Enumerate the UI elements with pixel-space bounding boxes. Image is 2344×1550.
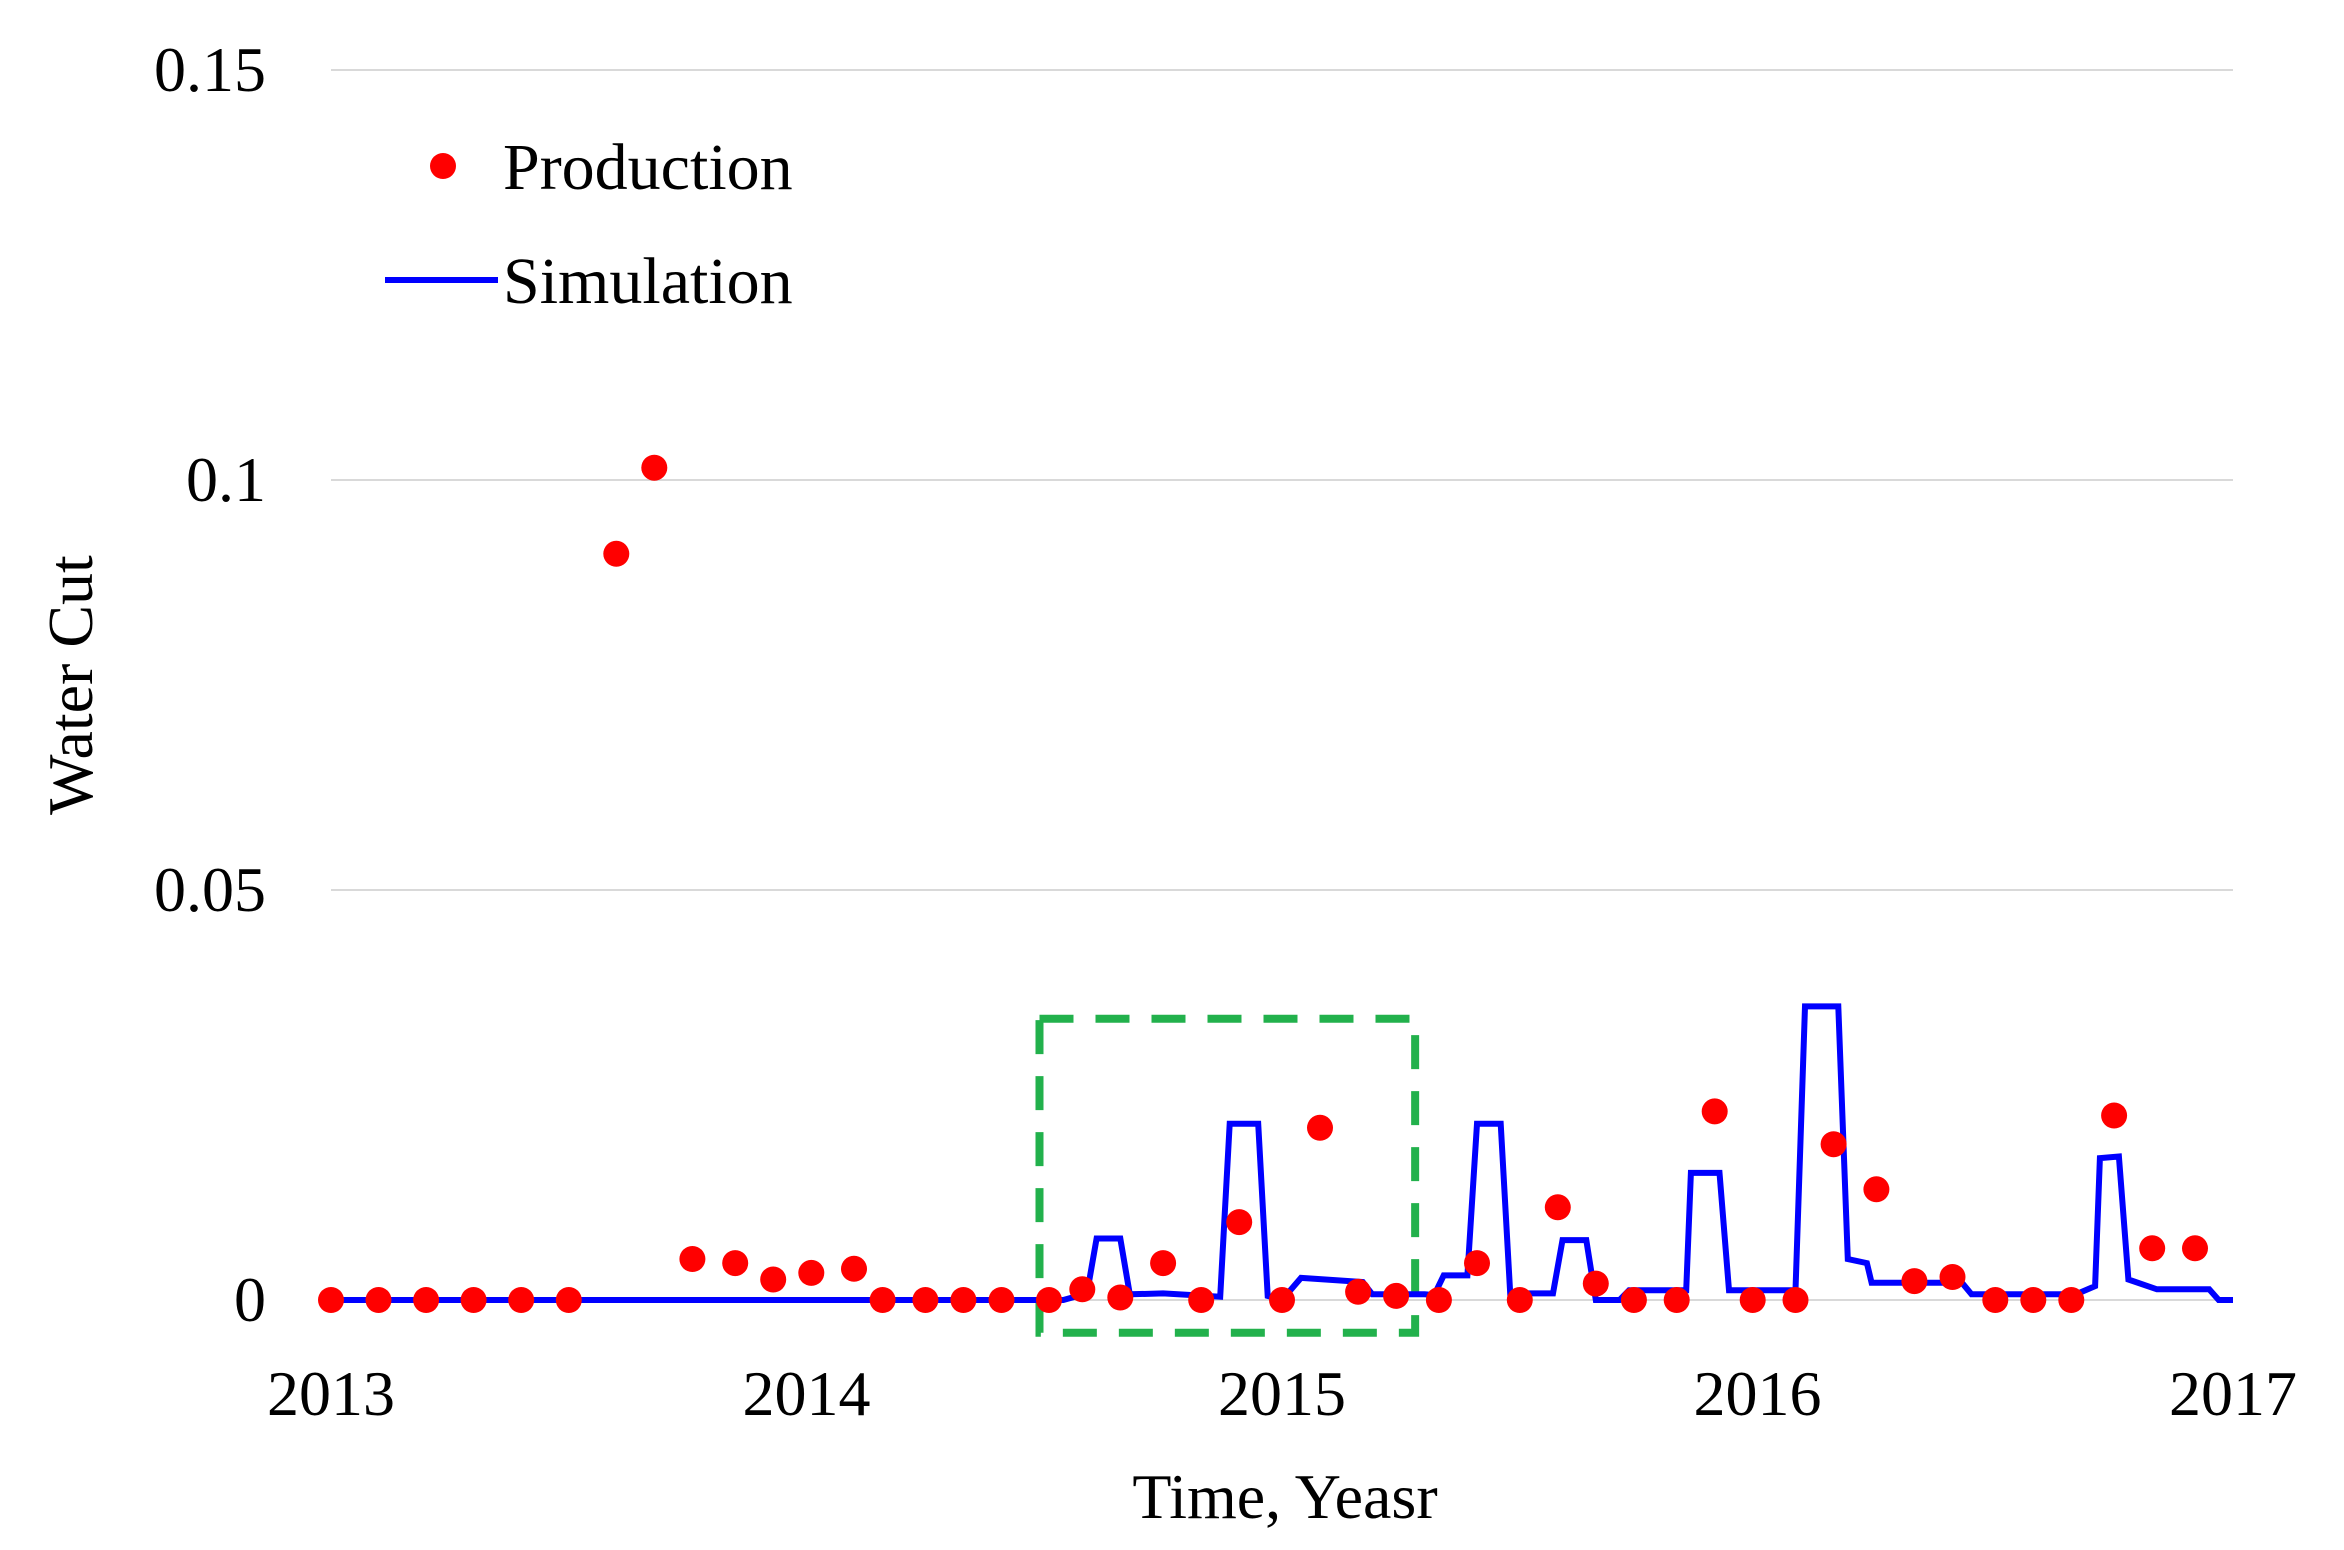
production-point — [318, 1287, 344, 1313]
production-point — [1269, 1287, 1295, 1313]
y-tick-label: 0.1 — [186, 444, 266, 515]
simulation-line — [331, 1003, 2233, 1304]
production-point — [413, 1287, 440, 1313]
production-point — [1425, 1287, 1452, 1313]
production-point — [2101, 1102, 2128, 1129]
y-axis-ticks: 0 0.05 0.1 0.15 — [154, 34, 266, 1335]
production-point — [1863, 1176, 1890, 1203]
production-point — [1782, 1287, 1809, 1313]
production-point — [1939, 1264, 1966, 1290]
production-point — [1069, 1276, 1096, 1303]
production-point — [1226, 1209, 1253, 1236]
production-point — [1036, 1287, 1062, 1313]
x-tick-label: 2016 — [1694, 1358, 1822, 1429]
production-point — [950, 1287, 977, 1313]
production-point — [1982, 1287, 2009, 1313]
production-point — [2058, 1287, 2085, 1313]
production-point — [869, 1287, 896, 1313]
production-point — [641, 454, 668, 481]
production-point — [1701, 1098, 1728, 1125]
production-point — [1345, 1278, 1372, 1305]
x-tick-label: 2013 — [267, 1358, 395, 1429]
y-tick-label: 0 — [234, 1264, 266, 1335]
x-tick-label: 2017 — [2169, 1358, 2297, 1429]
production-point — [988, 1287, 1015, 1313]
production-point — [365, 1287, 392, 1313]
production-point — [2182, 1235, 2208, 1262]
production-point — [841, 1255, 867, 1282]
production-point — [1506, 1287, 1533, 1313]
x-tick-label: 2015 — [1218, 1358, 1346, 1429]
production-point — [1464, 1250, 1490, 1277]
production-point — [679, 1246, 706, 1272]
production-point — [722, 1250, 749, 1277]
production-point — [760, 1266, 787, 1293]
production-point — [1901, 1268, 1928, 1295]
production-series — [318, 454, 2208, 1313]
x-axis-title: Time, Yeasr — [1132, 1461, 1437, 1532]
production-point — [1582, 1270, 1609, 1297]
x-tick-label: 2014 — [743, 1358, 871, 1429]
production-point — [508, 1287, 535, 1313]
annotation-layer — [1035, 1014, 1420, 1337]
production-point — [1307, 1114, 1333, 1141]
production-point — [1544, 1194, 1571, 1221]
production-point — [1663, 1287, 1690, 1313]
legend-production-label: Production — [503, 131, 793, 204]
y-tick-label: 0.05 — [154, 854, 266, 925]
production-point — [1188, 1287, 1215, 1313]
legend-simulation-label: Simulation — [503, 245, 793, 318]
production-point — [798, 1259, 825, 1286]
y-tick-label: 0.15 — [154, 34, 266, 105]
production-point — [1150, 1250, 1177, 1277]
x-axis-ticks: 2013 2014 2015 2016 2017 — [267, 1358, 2297, 1429]
production-point — [1620, 1287, 1647, 1313]
legend: Production Simulation — [385, 131, 793, 318]
production-point — [1820, 1131, 1847, 1158]
production-point — [1107, 1284, 1134, 1311]
production-point — [1383, 1282, 1410, 1309]
highlight-dashed-box — [1035, 1014, 1420, 1337]
production-point — [1739, 1287, 1766, 1313]
y-axis-title: Water Cut — [35, 555, 106, 815]
legend-production-marker — [430, 153, 456, 179]
production-point — [2139, 1235, 2166, 1262]
production-point — [555, 1287, 582, 1313]
production-point — [603, 540, 630, 567]
production-point — [2020, 1287, 2047, 1313]
production-point — [912, 1287, 939, 1313]
simulation-series — [331, 1003, 2233, 1304]
production-point — [460, 1287, 487, 1313]
